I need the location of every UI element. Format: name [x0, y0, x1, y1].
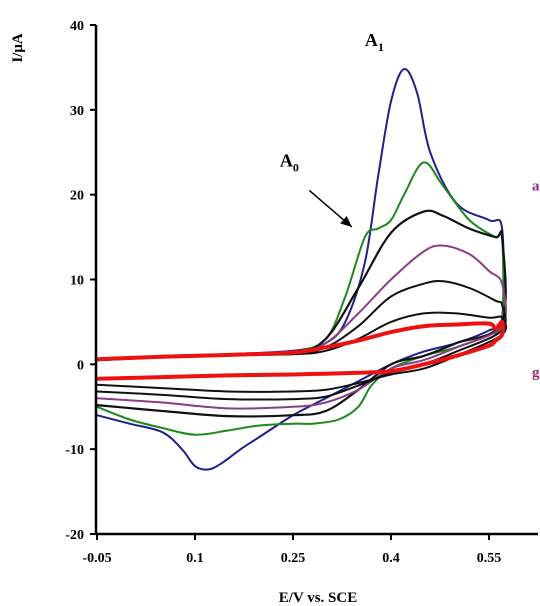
series-line-3 — [95, 209, 507, 418]
y-tick-label: 30 — [70, 104, 84, 119]
annotation-arrow-head — [340, 215, 352, 227]
peak-annotation-A1: A1 — [365, 30, 384, 54]
series-line-5 — [96, 279, 507, 401]
plot-curves — [95, 68, 507, 471]
y-tick-label: -10 — [65, 443, 84, 458]
curve-label-g: g — [532, 365, 540, 381]
y-tick-label: -20 — [65, 528, 84, 543]
x-tick-label: 0.55 — [477, 551, 502, 566]
peak-annotation-A0: A0 — [280, 151, 299, 175]
series-line-2 — [96, 161, 505, 436]
series-line-7 — [95, 319, 505, 381]
x-tick-label: 0.25 — [281, 551, 306, 566]
axis-ticks: -20 -10 0 10 20 30 40 -0.05 0.1 0.25 0.4 0.55 — [65, 19, 501, 566]
y-tick-label: 40 — [70, 19, 84, 34]
series-line-6 — [96, 311, 507, 393]
curve-label-a: a — [532, 178, 540, 194]
x-tick-label: -0.05 — [82, 551, 111, 566]
series-line-4 — [96, 244, 507, 410]
x-tick-label: 0.1 — [186, 551, 204, 566]
y-tick-label: 10 — [70, 274, 84, 289]
y-axis-title: I/μA — [10, 33, 26, 63]
y-tick-label: 20 — [70, 189, 84, 204]
y-tick-label: 0 — [77, 358, 84, 373]
x-tick-label: 0.4 — [382, 551, 400, 566]
x-axis-title: E/V vs. SCE — [279, 590, 358, 606]
